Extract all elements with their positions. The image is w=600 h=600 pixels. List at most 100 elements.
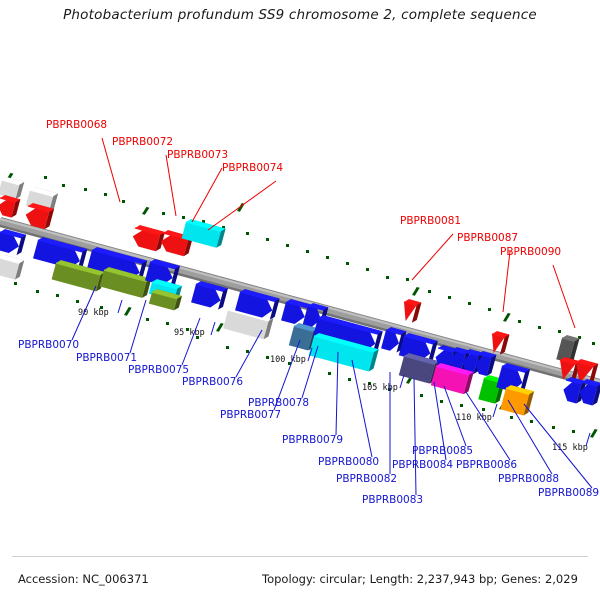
gene-feature-plus-3[interactable] [23,202,55,230]
gene-label-text[interactable]: PBPRB0086 [456,459,517,471]
gene-feature-plus-11[interactable] [571,358,599,387]
gene-label-text[interactable]: PBPRB0072 [112,136,173,148]
features-plus-strand[interactable] [0,176,599,387]
gene-label-pbprb0090[interactable]: PBPRB0090 [500,246,576,329]
gene-feature-minus-28[interactable] [561,376,587,404]
gene-feature-plus-1[interactable] [0,194,21,219]
strand-tick-below-6 [146,318,149,321]
strand-tick-above-4 [104,193,107,196]
gene-label-text[interactable]: PBPRB0083 [362,494,423,506]
gene-label-text[interactable]: PBPRB0081 [400,215,461,227]
strand-tick-below-22 [440,400,443,403]
leader-line [507,399,553,475]
gene-feature-minus-0[interactable] [0,228,27,256]
strand-tick-below-1 [36,290,39,293]
gene-feature-minus-6[interactable] [145,258,181,288]
gene-feature-minus-16[interactable] [308,332,379,372]
strand-tick-below-12 [246,350,249,353]
gene-feature-plus-8[interactable] [487,330,510,356]
gene-feature-minus-24[interactable] [430,362,474,395]
ruler-tick-label-2: 100 kbp [270,355,306,365]
gene-feature-minus-29[interactable] [577,378,600,406]
gene-label-text[interactable]: PBPRB0085 [412,445,473,457]
gene-label-pbprb0073[interactable]: PBPRB0073 [167,149,228,223]
gene-label-pbprb0088[interactable]: PBPRB0088 [498,399,559,485]
gene-label-pbprb0077[interactable]: PBPRB0077 [220,339,301,421]
gene-label-text[interactable]: PBPRB0082 [336,473,397,485]
strand-tick-below-26 [510,416,513,419]
strand-tick-below-11 [226,346,229,349]
gene-label-pbprb0086[interactable]: PBPRB0086 [456,391,517,471]
gene-label-text[interactable]: PBPRB0084 [392,459,453,471]
gene-feature-minus-4[interactable] [51,259,106,292]
gene-label-pbprb0074[interactable]: PBPRB0074 [207,162,283,231]
strand-tick-below-5 [124,306,132,316]
gene-feature-minus-8[interactable] [148,288,183,311]
gene-label-pbprb0083[interactable]: PBPRB0083 [362,377,423,506]
gene-label-text[interactable]: PBPRB0074 [222,162,283,174]
gene-label-text[interactable]: PBPRB0078 [248,397,309,409]
gene-label-pbprb0068[interactable]: PBPRB0068 [46,119,121,203]
gene-feature-minus-1[interactable] [0,254,25,281]
gene-label-text[interactable]: PBPRB0088 [498,473,559,485]
gene-label-pbprb0084[interactable]: PBPRB0084 [392,381,453,471]
features-minus-strand[interactable] [0,228,600,416]
ruler-tick-mark-5 [585,432,591,447]
gene-label-text[interactable]: PBPRB0077 [220,409,281,421]
ruler-tick-mark-1 [210,321,216,336]
gene-label-text[interactable]: PBPRB0090 [500,246,561,258]
leader-line [301,345,319,399]
gene-label-text[interactable]: PBPRB0080 [318,456,379,468]
ruler-tick-label-4: 110 kbp [456,413,492,423]
gene-label-text[interactable]: PBPRB0071 [76,352,137,364]
gene-feature-plus-7[interactable] [399,298,422,324]
gene-feature-plus-4[interactable] [131,224,166,252]
gene-label-pbprb0072[interactable]: PBPRB0072 [112,136,177,217]
gene-label-pbprb0085[interactable]: PBPRB0085 [412,385,473,457]
gene-feature-plus-0[interactable] [0,176,25,200]
gene-label-pbprb0080[interactable]: PBPRB0080 [318,359,379,468]
gene-label-pbprb0078[interactable]: PBPRB0078 [248,345,319,409]
gene-label-pbprb0071[interactable]: PBPRB0071 [76,299,147,364]
strand-tick-above-21 [412,286,420,296]
gene-label-text[interactable]: PBPRB0070 [18,339,79,351]
gene-feature-plus-9[interactable] [556,334,580,364]
gene-label-pbprb0076[interactable]: PBPRB0076 [182,329,263,388]
gene-label-text[interactable]: PBPRB0075 [128,364,189,376]
strand-tick-above-31 [592,342,595,345]
gene-label-pbprb0075[interactable]: PBPRB0075 [128,317,201,376]
leader-line [413,377,417,496]
gene-label-text[interactable]: PBPRB0079 [282,434,343,446]
gene-label-text[interactable]: PBPRB0068 [46,119,107,131]
gene-label-text[interactable]: PBPRB0087 [457,232,518,244]
gene-label-pbprb0082[interactable]: PBPRB0082 [336,372,397,485]
gene-feature-minus-2[interactable] [33,236,88,271]
strand-tick-below-7 [166,322,169,325]
gene-feature-minus-19[interactable] [398,352,440,385]
gene-label-text[interactable]: PBPRB0076 [182,376,243,388]
gene-label-pbprb0079[interactable]: PBPRB0079 [282,351,343,446]
strand-tick-below-0 [14,282,17,285]
gene-feature-minus-5[interactable] [99,266,152,299]
leader-line [351,359,373,458]
gene-feature-minus-11[interactable] [235,288,280,321]
strand-tick-above-25 [488,308,491,311]
gene-feature-minus-9[interactable] [191,280,228,311]
gene-label-pbprb0081[interactable]: PBPRB0081 [400,215,461,281]
strand-tick-below-18 [368,382,371,385]
gene-feature-plus-6[interactable] [181,218,226,249]
strand-tick-below-27 [530,420,533,423]
gene-label-text[interactable]: PBPRB0089 [538,487,599,499]
strand-tick-below-13 [266,356,269,359]
gene-label-pbprb0087[interactable]: PBPRB0087 [457,232,518,313]
gene-label-pbprb0089[interactable]: PBPRB0089 [523,403,599,499]
gene-feature-minus-27[interactable] [500,384,535,416]
strand-tick-below-24 [482,408,485,411]
gene-label-text[interactable]: PBPRB0073 [167,149,228,161]
gene-feature-minus-23[interactable] [473,350,497,377]
gene-feature-minus-26[interactable] [496,362,531,394]
gene-label-pbprb0070[interactable]: PBPRB0070 [18,285,97,351]
